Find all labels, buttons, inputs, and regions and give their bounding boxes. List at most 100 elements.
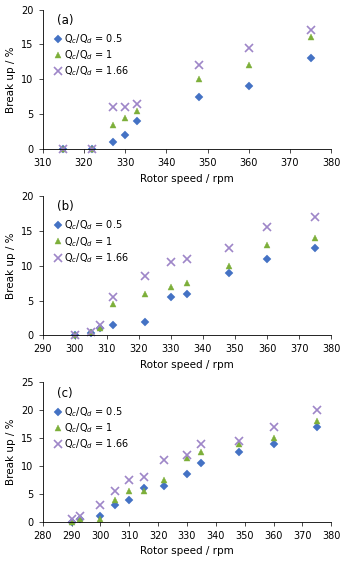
Q$_c$/Q$_d$ = 1.66: [185, 255, 189, 262]
Q$_c$/Q$_d$ = 1: [143, 290, 147, 297]
Q$_c$/Q$_d$ = 1: [90, 146, 94, 152]
Text: (c): (c): [57, 387, 73, 400]
Q$_c$/Q$_d$ = 0.5: [98, 513, 102, 520]
Q$_c$/Q$_d$ = 1.66: [265, 224, 269, 231]
Q$_c$/Q$_d$ = 0.5: [90, 146, 94, 152]
Q$_c$/Q$_d$ = 1.66: [123, 104, 127, 111]
Legend: Q$_c$/Q$_d$ = 0.5, Q$_c$/Q$_d$ = 1, Q$_c$/Q$_d$ = 1.66: Q$_c$/Q$_d$ = 0.5, Q$_c$/Q$_d$ = 1, Q$_c…: [53, 404, 130, 452]
Q$_c$/Q$_d$ = 1.66: [143, 273, 147, 279]
Q$_c$/Q$_d$ = 1.66: [111, 294, 115, 301]
Q$_c$/Q$_d$ = 1.66: [70, 516, 74, 523]
Q$_c$/Q$_d$ = 1: [113, 496, 117, 503]
Q$_c$/Q$_d$ = 1.66: [315, 407, 319, 414]
Q$_c$/Q$_d$ = 1.66: [78, 513, 82, 520]
Q$_c$/Q$_d$ = 0.5: [111, 139, 115, 146]
Line: Q$_c$/Q$_d$ = 0.5: Q$_c$/Q$_d$ = 0.5: [72, 245, 318, 338]
Q$_c$/Q$_d$ = 0.5: [197, 93, 201, 100]
Q$_c$/Q$_d$ = 1.66: [135, 101, 139, 107]
Q$_c$/Q$_d$ = 1.66: [73, 332, 77, 339]
Legend: Q$_c$/Q$_d$ = 0.5, Q$_c$/Q$_d$ = 1, Q$_c$/Q$_d$ = 1.66: Q$_c$/Q$_d$ = 0.5, Q$_c$/Q$_d$ = 1, Q$_c…: [53, 31, 130, 79]
Q$_c$/Q$_d$ = 1.66: [89, 329, 93, 336]
Line: Q$_c$/Q$_d$ = 1: Q$_c$/Q$_d$ = 1: [68, 418, 320, 525]
Legend: Q$_c$/Q$_d$ = 0.5, Q$_c$/Q$_d$ = 1, Q$_c$/Q$_d$ = 1.66: Q$_c$/Q$_d$ = 0.5, Q$_c$/Q$_d$ = 1, Q$_c…: [53, 217, 130, 266]
Q$_c$/Q$_d$ = 0.5: [61, 146, 65, 152]
Line: Q$_c$/Q$_d$ = 0.5: Q$_c$/Q$_d$ = 0.5: [69, 424, 320, 525]
Q$_c$/Q$_d$ = 1.66: [237, 438, 241, 445]
Q$_c$/Q$_d$ = 0.5: [315, 424, 319, 430]
Q$_c$/Q$_d$ = 0.5: [89, 330, 93, 337]
Q$_c$/Q$_d$ = 1.66: [199, 441, 203, 447]
Y-axis label: Break up / %: Break up / %: [6, 233, 16, 299]
Q$_c$/Q$_d$ = 1.66: [309, 27, 313, 34]
Q$_c$/Q$_d$ = 1.66: [162, 457, 166, 464]
X-axis label: Rotor speed / rpm: Rotor speed / rpm: [140, 546, 234, 556]
Line: Q$_c$/Q$_d$ = 1: Q$_c$/Q$_d$ = 1: [60, 34, 314, 152]
Y-axis label: Break up / %: Break up / %: [6, 46, 16, 112]
Q$_c$/Q$_d$ = 1.66: [61, 146, 65, 152]
Q$_c$/Q$_d$ = 0.5: [169, 294, 173, 301]
Q$_c$/Q$_d$ = 1.66: [247, 44, 251, 51]
Q$_c$/Q$_d$ = 0.5: [162, 482, 166, 489]
Text: (b): (b): [57, 200, 74, 213]
Y-axis label: Break up / %: Break up / %: [6, 419, 16, 486]
Q$_c$/Q$_d$ = 1.66: [313, 214, 317, 220]
Q$_c$/Q$_d$ = 1.66: [111, 104, 115, 111]
Q$_c$/Q$_d$ = 1.66: [272, 424, 276, 430]
Q$_c$/Q$_d$ = 1: [142, 488, 146, 495]
Q$_c$/Q$_d$ = 0.5: [265, 255, 269, 262]
Line: Q$_c$/Q$_d$ = 1: Q$_c$/Q$_d$ = 1: [71, 234, 319, 339]
Q$_c$/Q$_d$ = 1: [265, 242, 269, 248]
Q$_c$/Q$_d$ = 0.5: [185, 290, 189, 297]
Q$_c$/Q$_d$ = 1.66: [169, 259, 173, 266]
Q$_c$/Q$_d$ = 0.5: [98, 325, 102, 332]
Q$_c$/Q$_d$ = 0.5: [247, 83, 251, 90]
Q$_c$/Q$_d$ = 1: [61, 146, 65, 152]
Q$_c$/Q$_d$ = 0.5: [127, 496, 131, 503]
Line: Q$_c$/Q$_d$ = 1.66: Q$_c$/Q$_d$ = 1.66: [71, 213, 319, 339]
Q$_c$/Q$_d$ = 1: [73, 332, 77, 339]
Q$_c$/Q$_d$ = 0.5: [78, 516, 82, 523]
Q$_c$/Q$_d$ = 1: [169, 283, 173, 290]
Q$_c$/Q$_d$ = 0.5: [272, 441, 276, 447]
X-axis label: Rotor speed / rpm: Rotor speed / rpm: [140, 360, 234, 370]
Q$_c$/Q$_d$ = 1: [111, 301, 115, 307]
Q$_c$/Q$_d$ = 0.5: [143, 318, 147, 325]
Q$_c$/Q$_d$ = 1: [272, 435, 276, 442]
Text: (a): (a): [57, 13, 74, 27]
Q$_c$/Q$_d$ = 1: [98, 325, 102, 332]
Q$_c$/Q$_d$ = 1.66: [227, 245, 231, 252]
Q$_c$/Q$_d$ = 0.5: [313, 245, 317, 252]
Q$_c$/Q$_d$ = 1: [237, 441, 241, 447]
Q$_c$/Q$_d$ = 1.66: [113, 488, 117, 495]
Q$_c$/Q$_d$ = 1: [315, 418, 319, 425]
Q$_c$/Q$_d$ = 0.5: [237, 448, 241, 455]
Q$_c$/Q$_d$ = 1: [70, 519, 74, 525]
Q$_c$/Q$_d$ = 0.5: [123, 132, 127, 138]
Q$_c$/Q$_d$ = 0.5: [142, 485, 146, 492]
Q$_c$/Q$_d$ = 1: [313, 234, 317, 241]
Q$_c$/Q$_d$ = 0.5: [227, 269, 231, 276]
Q$_c$/Q$_d$ = 1: [185, 454, 189, 461]
Q$_c$/Q$_d$ = 1: [98, 516, 102, 523]
X-axis label: Rotor speed / rpm: Rotor speed / rpm: [140, 174, 234, 184]
Q$_c$/Q$_d$ = 0.5: [309, 55, 313, 62]
Q$_c$/Q$_d$ = 1: [309, 34, 313, 41]
Q$_c$/Q$_d$ = 1: [199, 448, 203, 455]
Q$_c$/Q$_d$ = 0.5: [111, 321, 115, 328]
Q$_c$/Q$_d$ = 1: [127, 488, 131, 495]
Q$_c$/Q$_d$ = 1.66: [90, 146, 94, 152]
Q$_c$/Q$_d$ = 0.5: [185, 471, 189, 478]
Q$_c$/Q$_d$ = 1: [247, 62, 251, 69]
Q$_c$/Q$_d$ = 1: [185, 280, 189, 287]
Q$_c$/Q$_d$ = 1: [135, 107, 139, 114]
Q$_c$/Q$_d$ = 0.5: [199, 460, 203, 466]
Q$_c$/Q$_d$ = 0.5: [135, 118, 139, 125]
Q$_c$/Q$_d$ = 0.5: [113, 502, 117, 509]
Q$_c$/Q$_d$ = 1.66: [197, 62, 201, 69]
Q$_c$/Q$_d$ = 1: [162, 477, 166, 483]
Line: Q$_c$/Q$_d$ = 0.5: Q$_c$/Q$_d$ = 0.5: [60, 55, 314, 152]
Line: Q$_c$/Q$_d$ = 1.66: Q$_c$/Q$_d$ = 1.66: [60, 26, 315, 153]
Q$_c$/Q$_d$ = 1: [197, 76, 201, 83]
Q$_c$/Q$_d$ = 1: [78, 516, 82, 523]
Line: Q$_c$/Q$_d$ = 1.66: Q$_c$/Q$_d$ = 1.66: [68, 406, 321, 523]
